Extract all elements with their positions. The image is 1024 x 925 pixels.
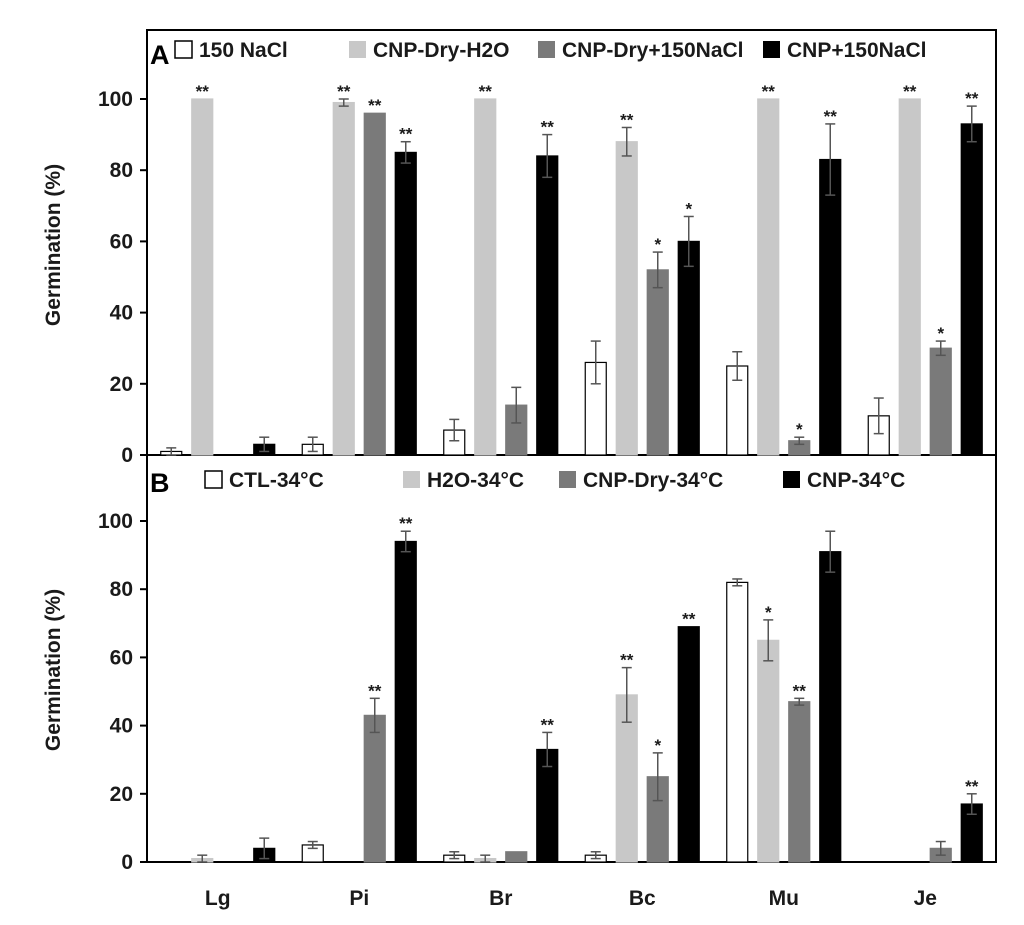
x-category-label: Mu bbox=[769, 887, 799, 910]
panel-b-legend-label: CNP-Dry-34°C bbox=[583, 469, 723, 492]
panel-b-ytick-label: 60 bbox=[110, 646, 133, 669]
panel-a-group: 0 20 40 60 80 100 Germination (%) A 150 NaCl CNP-… bbox=[42, 39, 983, 467]
panel-a-bar bbox=[474, 98, 497, 456]
panel-a-legend-swatch bbox=[349, 41, 366, 58]
panel-a-ytick-label: 40 bbox=[110, 302, 133, 325]
panel-b-legend-label: CTL-34°C bbox=[229, 469, 324, 492]
panel-b-significance-mark: * bbox=[654, 736, 661, 755]
panel-a-ytick-label: 80 bbox=[110, 159, 133, 182]
panel-a-significance-mark: ** bbox=[620, 110, 634, 129]
panel-b-ytick-label: 20 bbox=[110, 783, 133, 806]
panel-a-legend-label: CNP-Dry+150NaCl bbox=[562, 39, 744, 62]
panel-b-significance-mark: ** bbox=[965, 777, 979, 796]
panel-b-significance-mark: ** bbox=[620, 651, 634, 670]
panel-a-significance-mark: ** bbox=[196, 82, 210, 101]
panel-b-y-axis-title: Germination (%) bbox=[42, 589, 65, 751]
panel-a-legend-label: 150 NaCl bbox=[199, 39, 288, 62]
panel-b-bar bbox=[677, 626, 700, 863]
panel-a-legend-label: CNP-Dry-H2O bbox=[373, 39, 510, 62]
panel-a-significance-mark: ** bbox=[399, 125, 413, 144]
panel-b-legend-swatch bbox=[559, 471, 576, 488]
panel-b-significance-mark: ** bbox=[793, 681, 807, 700]
panel-a-bar bbox=[677, 240, 700, 456]
panel-b-legend-swatch bbox=[783, 471, 800, 488]
panel-a-bar bbox=[819, 158, 842, 456]
panel-a-bar bbox=[646, 269, 669, 456]
x-category-label: Lg bbox=[205, 887, 231, 910]
panel-a-bar bbox=[960, 123, 983, 456]
panel-a-significance-mark: ** bbox=[479, 82, 493, 101]
panel-a-legend-swatch bbox=[538, 41, 555, 58]
panel-b-bar bbox=[363, 714, 386, 863]
panel-a-ytick-label: 0 bbox=[121, 444, 133, 467]
panel-a-ytick-label: 20 bbox=[110, 373, 133, 396]
panel-b-bar bbox=[757, 639, 780, 863]
panel-a-significance-mark: ** bbox=[965, 89, 979, 108]
panel-b-legend-label: CNP-34°C bbox=[807, 469, 905, 492]
panel-a-significance-mark: * bbox=[654, 235, 661, 254]
panel-b-significance-mark: ** bbox=[399, 514, 413, 533]
panel-a-bar bbox=[191, 98, 214, 456]
panel-a-significance-mark: ** bbox=[368, 96, 382, 115]
panel-b-ytick-label: 40 bbox=[110, 715, 133, 738]
panel-a-bar bbox=[332, 101, 355, 456]
panel-a-bar bbox=[615, 141, 638, 456]
x-category-label: Je bbox=[914, 887, 937, 910]
panel-a-significance-mark: ** bbox=[541, 118, 555, 137]
panel-b-legend-swatch bbox=[403, 471, 420, 488]
panel-b-group: 0 20 40 60 80 100 Germination (%) B CTL-34°C H2O-… bbox=[42, 468, 983, 874]
panel-a-bar bbox=[898, 98, 921, 456]
panel-b-legend-swatch bbox=[204, 470, 223, 489]
panel-b-legend-label: H2O-34°C bbox=[427, 469, 524, 492]
panel-a-bar bbox=[536, 155, 559, 456]
panel-a-legend-label: CNP+150NaCl bbox=[787, 39, 926, 62]
panel-a-bar bbox=[394, 151, 417, 456]
panel-b-significance-mark: ** bbox=[682, 610, 696, 629]
panel-a-significance-mark: ** bbox=[903, 82, 917, 101]
panel-b-panel-letter: B bbox=[150, 468, 170, 498]
panel-a-ytick-label: 60 bbox=[110, 230, 133, 253]
panel-b-significance-mark: ** bbox=[541, 715, 555, 734]
panel-b-bar bbox=[505, 851, 528, 863]
panel-a-significance-mark: ** bbox=[824, 107, 838, 126]
panel-a-legend-swatch bbox=[763, 41, 780, 58]
panel-a-bar bbox=[929, 347, 952, 456]
panel-b-ytick-label: 100 bbox=[98, 510, 133, 533]
panel-b-bar bbox=[394, 540, 417, 863]
panel-a-y-axis-title: Germination (%) bbox=[42, 164, 65, 326]
panel-a-bar bbox=[363, 112, 386, 456]
panel-b-ytick-label: 80 bbox=[110, 578, 133, 601]
panel-a-significance-mark: * bbox=[685, 199, 692, 218]
panel-a-ytick-label: 100 bbox=[98, 88, 133, 111]
x-category-label: Pi bbox=[349, 887, 369, 910]
panel-b-bar bbox=[726, 581, 749, 863]
panel-a-significance-mark: ** bbox=[337, 82, 351, 101]
panel-b-bar bbox=[788, 701, 811, 863]
panel-a-panel-letter: A bbox=[150, 40, 170, 70]
panel-b-bar bbox=[819, 551, 842, 863]
x-category-label: Br bbox=[489, 887, 512, 910]
panel-a-legend-swatch bbox=[174, 40, 193, 59]
figure-frame bbox=[146, 29, 997, 863]
panel-a-significance-mark: ** bbox=[762, 82, 776, 101]
panel-b-significance-mark: * bbox=[765, 603, 772, 622]
panel-b-significance-mark: ** bbox=[368, 681, 382, 700]
x-category-label: Bc bbox=[629, 887, 656, 910]
panel-b-ytick-label: 0 bbox=[121, 851, 133, 874]
panel-a-significance-mark: * bbox=[796, 420, 803, 439]
panel-a-bar bbox=[757, 98, 780, 456]
panel-a-significance-mark: * bbox=[937, 324, 944, 343]
